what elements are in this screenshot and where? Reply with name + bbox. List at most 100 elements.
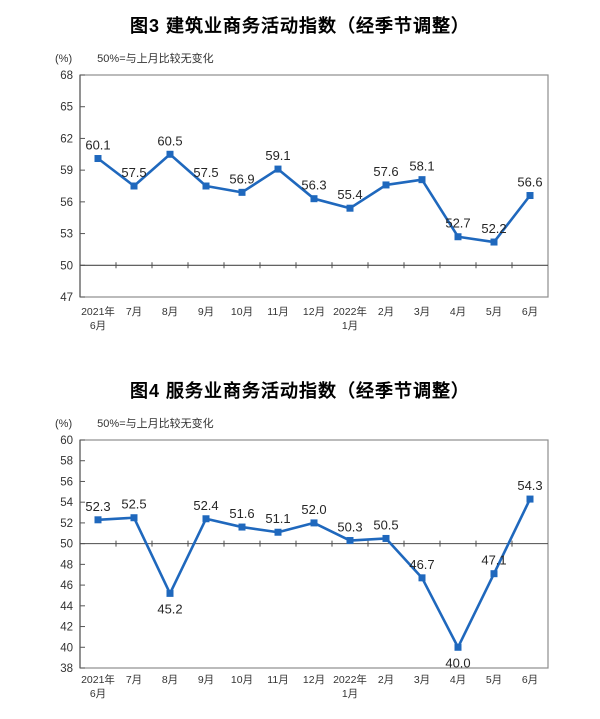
data-point-label: 50.5 [373,517,398,532]
y-axis-unit-label: (%) [55,418,73,430]
x-axis-category-label: 12月 [303,306,325,318]
subtitle-row: (%) 50%=与上月比较无变化 [55,415,214,431]
data-point-marker [130,182,138,190]
subtitle-row: (%) 50%=与上月比较无变化 [55,50,214,66]
y-axis-tick-label: 44 [60,601,73,613]
y-axis-tick-label: 46 [60,580,73,592]
x-axis-category-label: 4月 [450,674,466,686]
data-point-label: 60.5 [157,133,182,148]
y-axis-tick-label: 50 [60,539,73,551]
data-point-label: 54.3 [517,478,542,493]
y-axis-tick-label: 47 [60,292,73,304]
y-axis-tick-label: 59 [60,165,73,177]
x-axis-category-label: 2022年 1月 [333,673,367,700]
x-axis-category-label: 6月 [522,674,538,686]
x-axis-category-label: 9月 [198,306,214,318]
x-axis-category-label: 2月 [378,674,394,686]
y-axis-tick-label: 38 [60,663,73,675]
data-point-label: 57.5 [193,165,218,180]
chart-title-construction: 图3 建筑业商务活动指数（经季节调整） [129,16,470,36]
x-axis-category-label: 8月 [162,306,178,318]
line-chart-services-index: 38 40 42 44 46 48 50 52 54 56 58 60 2021年 6月 7月 8月 9月 10月… [60,435,549,700]
x-axis-category-label: 12月 [303,674,325,686]
y-axis-tick-label: 52 [60,518,73,530]
data-point-marker [166,150,174,158]
x-axis-category-label: 11月 [267,306,288,318]
data-point-marker [166,589,174,597]
data-point-marker [346,204,354,212]
data-point-marker [382,181,390,189]
data-point-marker [310,519,318,527]
data-point-label: 52.4 [193,498,218,513]
x-axis-category-label: 2021年 6月 [81,305,115,332]
data-point-label: 52.0 [301,502,326,517]
y-axis-tick-label: 62 [60,133,73,145]
x-axis-category-label: 6月 [522,306,538,318]
chart-title-services: 图4 服务业商务活动指数（经季节调整） [129,381,470,401]
data-point-label: 56.3 [301,178,326,193]
data-point-label: 46.7 [409,557,434,572]
y-axis-tick-label: 54 [60,497,73,509]
y-axis-tick-label: 50 [60,260,73,272]
x-axis-category-label: 7月 [126,674,142,686]
y-axis-tick-label: 42 [60,622,73,634]
data-point-marker [526,495,534,503]
data-point-marker [382,534,390,542]
data-point-label: 60.1 [85,138,110,153]
data-point-label: 56.9 [229,171,254,186]
x-axis-category-label: 2021年 6月 [81,673,115,700]
data-point-label: 47.1 [481,553,506,568]
data-point-label: 45.2 [157,601,182,616]
data-point-marker [346,537,354,545]
x-axis-category-label: 5月 [486,674,502,686]
data-point-marker [418,574,426,582]
data-point-marker [94,155,102,163]
data-point-marker [94,516,102,524]
line-chart-construction-index: 47 50 53 56 59 62 65 68 2021年 6月 7月 8月 9月 10月 11月 12月 20… [60,70,549,332]
y-axis-tick-label: 58 [60,456,73,468]
data-point-label: 58.1 [409,159,434,174]
chart-subtitle: 50%=与上月比较无变化 [97,418,214,430]
x-axis-category-label: 4月 [450,306,466,318]
y-axis-tick-label: 40 [60,642,73,654]
y-axis-tick-label: 65 [60,102,73,114]
data-point-marker [274,528,282,536]
y-axis-tick-label: 56 [60,197,73,209]
data-point-label: 59.1 [265,148,290,163]
y-axis-tick-label: 53 [60,229,73,241]
data-point-label: 51.1 [265,511,290,526]
data-point-label: 56.6 [517,175,542,190]
x-axis-category-label: 8月 [162,674,178,686]
x-axis-category-label: 3月 [414,674,430,686]
x-axis-category-label: 7月 [126,306,142,318]
x-axis-category-label: 5月 [486,306,502,318]
data-point-marker [418,176,426,184]
data-point-marker [490,238,498,246]
data-point-marker [238,188,246,196]
y-axis-tick-label: 48 [60,559,73,571]
data-point-label: 40.0 [445,655,470,670]
x-axis-category-label: 3月 [414,306,430,318]
x-axis-category-label: 11月 [267,674,288,686]
data-point-label: 52.7 [445,216,470,231]
data-point-marker [202,515,210,523]
x-axis-category-label: 9月 [198,674,214,686]
x-axis-category-label: 10月 [231,674,253,686]
data-point-label: 52.5 [121,497,146,512]
y-axis-tick-label: 56 [60,476,73,488]
data-point-marker [454,233,462,241]
data-point-marker [310,195,318,203]
data-point-label: 57.6 [373,164,398,179]
data-point-label: 52.3 [85,499,110,514]
data-point-marker [238,523,246,531]
data-point-marker [274,165,282,173]
y-axis-tick-label: 68 [60,70,73,82]
y-axis-tick-label: 60 [60,435,73,447]
data-point-marker [490,570,498,578]
data-point-marker [130,514,138,522]
data-point-label: 55.4 [337,187,362,202]
data-point-marker [454,643,462,651]
data-point-label: 50.3 [337,520,362,535]
x-axis-category-label: 2月 [378,306,394,318]
